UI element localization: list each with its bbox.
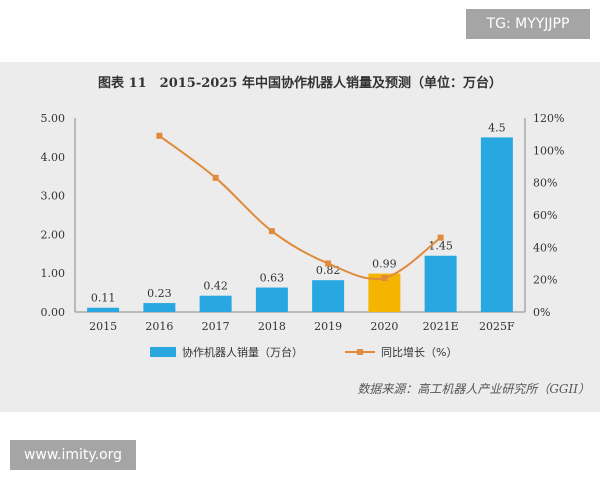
x-axis-tick-label: 2021E bbox=[423, 320, 459, 333]
right-axis-tick-label: 60% bbox=[533, 209, 557, 222]
legend-line-label: 同比增长（%） bbox=[381, 345, 457, 359]
left-axis-tick-label: 0.00 bbox=[41, 306, 66, 319]
left-axis-tick-label: 3.00 bbox=[41, 190, 66, 203]
bar-value-label: 0.82 bbox=[316, 264, 341, 277]
bar-value-label: 0.63 bbox=[260, 272, 285, 285]
right-axis-tick-label: 120% bbox=[533, 112, 564, 125]
growth-point bbox=[381, 275, 388, 282]
x-axis-tick-label: 2019 bbox=[314, 320, 342, 333]
bar-2019 bbox=[312, 280, 345, 312]
x-axis-tick-label: 2015 bbox=[89, 320, 117, 333]
left-axis-tick-label: 4.00 bbox=[41, 151, 66, 164]
x-axis-tick-label: 2018 bbox=[258, 320, 286, 333]
bar-2025F bbox=[480, 137, 513, 312]
right-axis-tick-label: 100% bbox=[533, 144, 564, 157]
data-source: 数据来源：高工机器人产业研究所（GGII） bbox=[357, 382, 590, 396]
bar-value-label: 0.11 bbox=[91, 292, 116, 305]
legend-bar-label: 协作机器人销量（万台） bbox=[182, 345, 303, 359]
bar-2015 bbox=[87, 307, 120, 312]
growth-point bbox=[268, 228, 275, 235]
bar-2016 bbox=[143, 303, 176, 312]
right-axis-tick-label: 40% bbox=[533, 241, 557, 254]
growth-line bbox=[158, 134, 442, 280]
left-axis-tick-label: 2.00 bbox=[41, 228, 66, 241]
bar-value-label: 0.42 bbox=[203, 280, 228, 293]
legend-line-marker bbox=[357, 349, 363, 355]
bar-value-label: 4.5 bbox=[488, 121, 506, 134]
x-axis-tick-label: 2016 bbox=[145, 320, 173, 333]
left-axis-tick-label: 1.00 bbox=[41, 267, 66, 280]
chart-title: 图表 11 2015-2025 年中国协作机器人销量及预测（单位：万台） bbox=[98, 76, 502, 91]
x-axis-tick-label: 2020 bbox=[370, 320, 398, 333]
bar-value-label: 0.99 bbox=[372, 258, 397, 271]
growth-point bbox=[156, 132, 163, 139]
top-watermark: TG: MYYJJPP bbox=[466, 9, 590, 39]
bar-value-label: 1.45 bbox=[428, 240, 453, 253]
growth-point bbox=[325, 260, 332, 267]
right-axis-tick-label: 20% bbox=[533, 274, 557, 287]
bottom-watermark: www.imity.org bbox=[10, 440, 136, 470]
x-axis-tick-label: 2025F bbox=[479, 320, 515, 333]
right-axis-tick-label: 0% bbox=[533, 306, 550, 319]
bar-value-label: 0.23 bbox=[147, 287, 172, 300]
legend-bar-swatch bbox=[150, 347, 176, 357]
growth-point bbox=[212, 174, 219, 181]
left-axis-tick-label: 5.00 bbox=[41, 112, 66, 125]
bar-2021E bbox=[424, 255, 457, 312]
bar-2018 bbox=[255, 287, 288, 312]
right-axis-tick-label: 80% bbox=[533, 177, 557, 190]
bar-2017 bbox=[199, 295, 232, 312]
x-axis-tick-label: 2017 bbox=[202, 320, 230, 333]
growth-point bbox=[437, 234, 444, 241]
